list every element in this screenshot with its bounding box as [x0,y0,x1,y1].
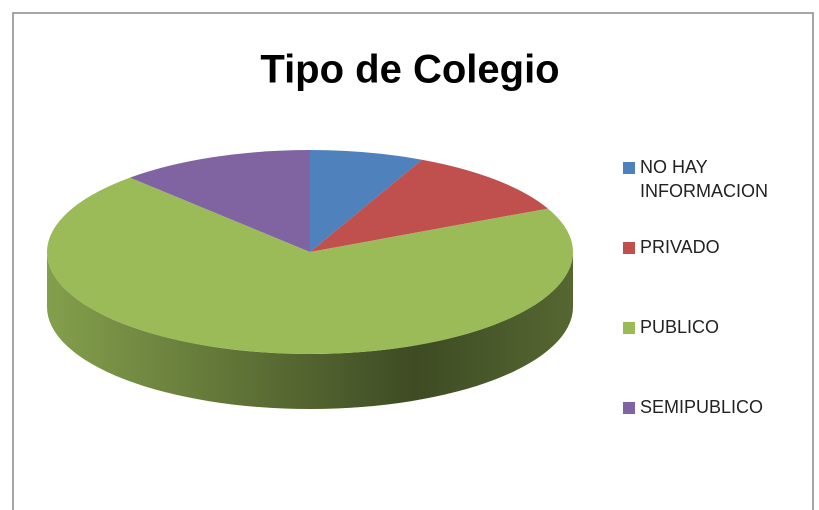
legend-item: NO HAY INFORMACION [620,155,815,235]
slice [47,177,574,355]
frame [12,12,814,510]
legend-item: PUBLICO [620,315,815,395]
slice-side-shade [47,252,573,409]
legend-swatch [623,322,635,334]
legend-label: PRIVADO [640,237,720,257]
slice [310,159,548,252]
legend-label: SEMIPUBLICO [640,397,764,417]
slice [129,150,310,252]
legend-item: SEMIPUBLICO [620,395,815,475]
pie [47,150,574,409]
legend: NO HAY INFORMACION PRIVADO PUBLICO SEMIPUBL… [620,155,815,475]
chart-title: Tipo de Colegio [260,48,559,92]
legend-label: PUBLICO [640,317,720,337]
legend-swatch [623,242,635,254]
legend-swatch [623,402,635,414]
legend-swatch [623,162,635,174]
slice [310,150,422,252]
legend-item: PRIVADO [620,235,815,315]
legend-label: NO HAY INFORMACION [640,157,768,201]
